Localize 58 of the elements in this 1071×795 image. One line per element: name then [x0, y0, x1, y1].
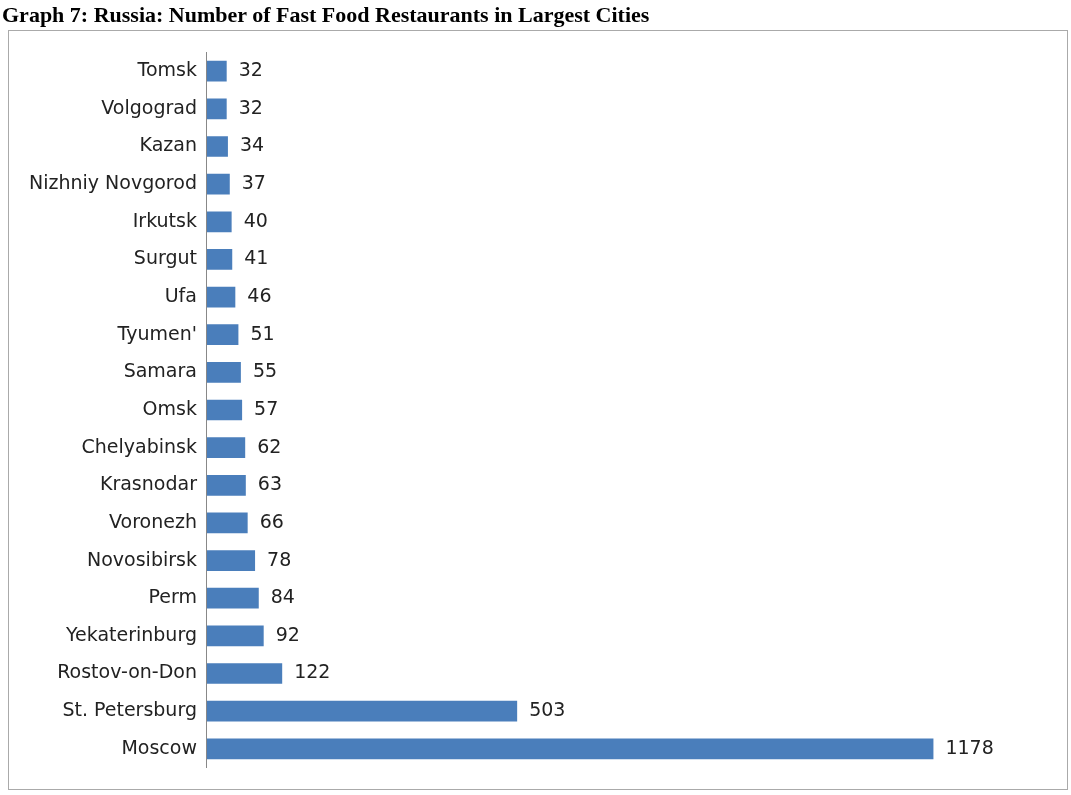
y-tick-label: Volgograd — [101, 95, 197, 118]
data-label: 55 — [252, 359, 278, 382]
data-label: 32 — [238, 58, 263, 81]
bar — [206, 324, 239, 346]
data-label: 63 — [257, 472, 282, 495]
bar — [206, 286, 236, 308]
data-label: 32 — [238, 95, 263, 118]
data-label: 503 — [529, 698, 566, 721]
y-tick-label: Nizhniy Novgorod — [28, 171, 197, 194]
bar — [206, 437, 246, 458]
data-label: 57 — [254, 396, 279, 419]
data-label: 34 — [239, 133, 265, 156]
y-tick-label: Voronezh — [109, 509, 197, 532]
data-label: 84 — [270, 585, 295, 608]
y-tick-label: Samara — [123, 359, 197, 382]
bar — [206, 700, 518, 722]
bar — [206, 550, 256, 571]
data-label: 122 — [294, 660, 331, 683]
bar — [206, 249, 233, 270]
y-tick-label: Omsk — [142, 396, 197, 419]
y-tick-label: Irkutsk — [132, 208, 197, 231]
y-tick-label: Chelyabinsk — [81, 434, 197, 457]
bar — [206, 362, 241, 383]
data-label: 62 — [257, 434, 282, 457]
y-tick-label: Krasnodar — [99, 472, 198, 495]
bar — [206, 399, 243, 421]
y-tick-label: Kazan — [139, 133, 197, 156]
y-tick-label: Moscow — [121, 735, 197, 758]
y-tick-label: Tyumen' — [116, 321, 197, 344]
bar — [206, 474, 246, 496]
data-label: 51 — [250, 321, 275, 344]
bar — [206, 625, 264, 647]
data-label: 78 — [267, 547, 292, 570]
bar — [206, 98, 227, 120]
bar — [206, 211, 232, 233]
chart-title: Graph 7: Russia: Number of Fast Food Restaurants in Largest Cities — [2, 2, 651, 28]
data-label: 37 — [241, 171, 266, 194]
data-label: 46 — [247, 284, 272, 307]
y-tick-label: Surgut — [133, 246, 197, 269]
data-label: 1178 — [945, 735, 994, 758]
y-tick-label: Yekaterinburg — [64, 622, 197, 645]
y-tick-label: Rostov-on-Don — [57, 660, 197, 683]
data-label: 66 — [259, 509, 284, 532]
data-label: 40 — [243, 208, 268, 231]
bar — [206, 738, 934, 760]
y-tick-label: St. Petersburg — [62, 698, 197, 721]
bar — [206, 60, 227, 82]
bar — [206, 512, 248, 534]
y-tick-label: Tomsk — [136, 58, 197, 81]
y-tick-label: Ufa — [164, 284, 197, 307]
data-label: 41 — [244, 246, 269, 269]
data-label: 92 — [275, 622, 300, 645]
bar — [206, 136, 228, 157]
bar — [206, 173, 230, 195]
y-tick-label: Novosibirsk — [87, 547, 197, 570]
bar — [206, 663, 283, 684]
y-tick-label: Perm — [148, 585, 197, 608]
bar — [206, 587, 259, 609]
